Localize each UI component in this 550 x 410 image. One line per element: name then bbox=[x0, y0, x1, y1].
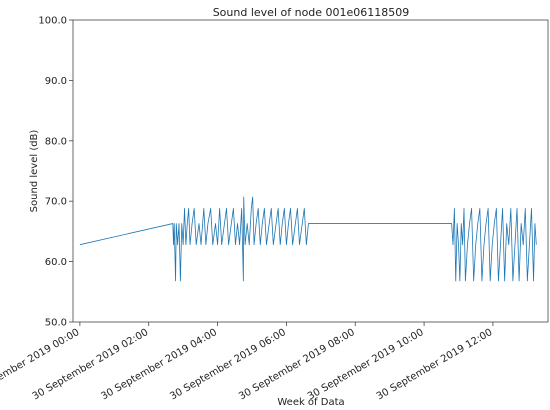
y-tick-label: 70.0 bbox=[45, 197, 67, 208]
y-axis-title: Sound level (dB) bbox=[29, 130, 40, 213]
x-tick-label: 30 September 2019 06:00 bbox=[168, 327, 288, 402]
plot-frame bbox=[72, 19, 549, 323]
x-axis-title: Week of Data bbox=[277, 397, 344, 408]
chart-title: Sound level of node 001e06118509 bbox=[213, 6, 410, 19]
x-tick-label: 30 September 2019 10:00 bbox=[306, 327, 426, 402]
x-tick-label: 30 September 2019 02:00 bbox=[31, 327, 151, 402]
x-tick-label: 30 September 2019 08:00 bbox=[237, 327, 357, 402]
y-tick-label: 90.0 bbox=[45, 76, 67, 87]
series-line bbox=[79, 196, 537, 282]
y-tick-label: 50.0 bbox=[45, 318, 67, 329]
y-tick-label: 60.0 bbox=[45, 257, 67, 268]
y-tick-label: 80.0 bbox=[45, 136, 67, 147]
series-layer bbox=[79, 196, 537, 282]
y-tick-label: 100.0 bbox=[38, 16, 67, 27]
x-tick-label: 30 September 2019 04:00 bbox=[99, 327, 219, 402]
x-tick-label: 30 September 2019 12:00 bbox=[375, 327, 495, 402]
y-axis: 50.0 60.0 70.0 80.0 90.0 100.0 bbox=[38, 16, 73, 329]
